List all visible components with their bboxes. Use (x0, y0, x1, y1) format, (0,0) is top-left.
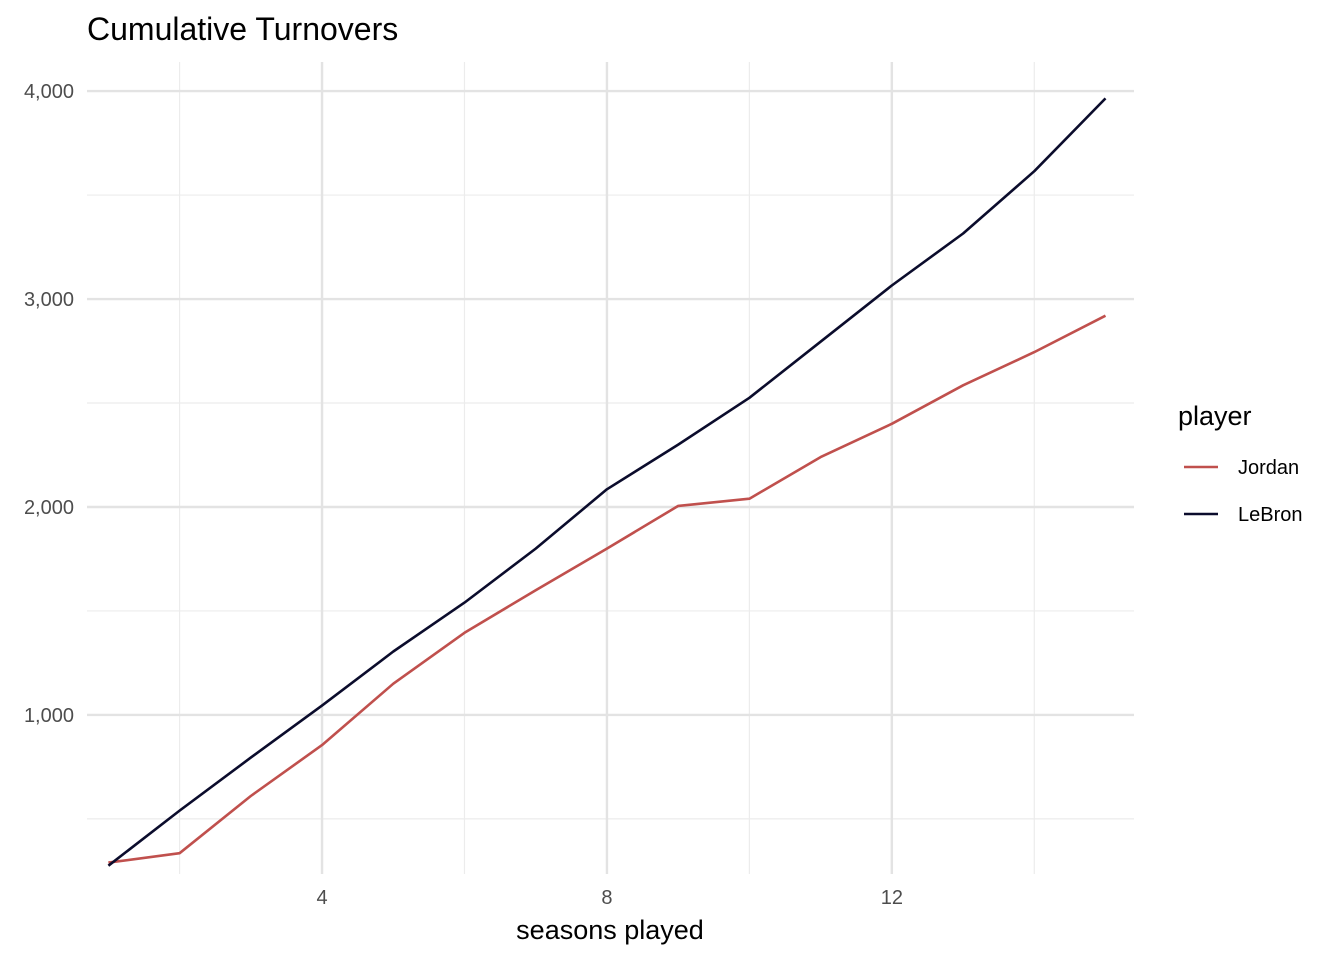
grid (87, 62, 1134, 874)
x-tick-label: 4 (316, 887, 327, 909)
x-tick-label: 12 (881, 887, 903, 909)
chart-title: Cumulative Turnovers (87, 11, 398, 47)
series-line-lebron (107, 97, 1107, 867)
legend-label-lebron: LeBron (1238, 504, 1303, 526)
x-axis-label: seasons played (516, 915, 704, 945)
y-tick-label: 2,000 (24, 497, 74, 519)
legend-title: player (1178, 401, 1252, 431)
y-tick-label: 3,000 (24, 289, 74, 311)
legend: player Jordan LeBron (1178, 401, 1303, 526)
x-tick-label: 8 (601, 887, 612, 909)
series-line-jordan (108, 314, 1107, 864)
legend-label-jordan: Jordan (1238, 457, 1299, 479)
legend-items: Jordan LeBron (1184, 457, 1303, 526)
axis-ticks: 4 8 12 1,000 2,000 3,000 4,000 (24, 81, 903, 909)
y-tick-label: 4,000 (24, 81, 74, 103)
y-tick-label: 1,000 (24, 705, 74, 727)
series-lines (107, 97, 1107, 867)
